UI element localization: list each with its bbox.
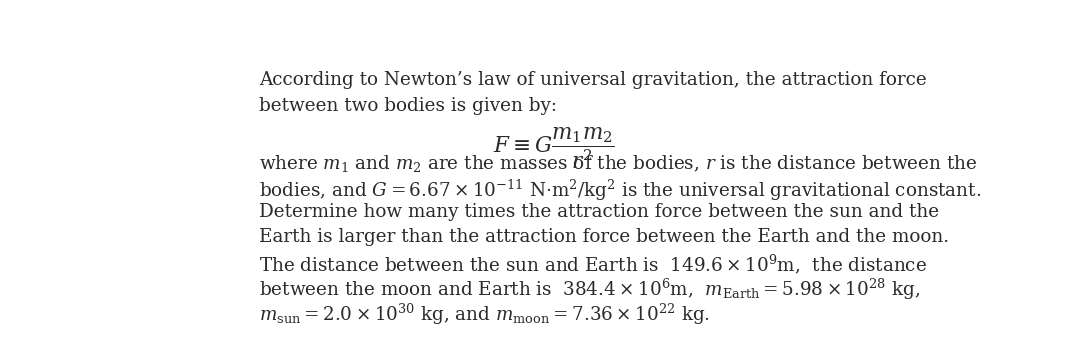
Text: Earth is larger than the attraction force between the Earth and the moon.: Earth is larger than the attraction forc…	[259, 228, 949, 246]
Text: where $m_1$ and $m_2$ are the masses of the bodies, $r$ is the distance between : where $m_1$ and $m_2$ are the masses of …	[259, 153, 977, 174]
Text: According to Newton’s law of universal gravitation, the attraction force: According to Newton’s law of universal g…	[259, 71, 927, 89]
Text: Determine how many times the attraction force between the sun and the: Determine how many times the attraction …	[259, 202, 939, 221]
Text: between the moon and Earth is $~384.4 \times 10^{6}$m,  $m_{\mathrm{Earth}} = 5.: between the moon and Earth is $~384.4 \t…	[259, 277, 920, 302]
Text: The distance between the sun and Earth is $~149.6 \times 10^{9}$m,  the distance: The distance between the sun and Earth i…	[259, 252, 927, 276]
Text: bodies, and $G = 6.67 \times 10^{-11}$ N·m$^2$/kg$^2$ is the universal gravitati: bodies, and $G = 6.67 \times 10^{-11}$ N…	[259, 178, 981, 203]
Text: $m_{\mathrm{sun}} = 2.0 \times 10^{30}$ kg, and $m_{\mathrm{moon}} = 7.36 \times: $m_{\mathrm{sun}} = 2.0 \times 10^{30}$ …	[259, 302, 710, 327]
Text: $F \equiv G\dfrac{m_1 m_2}{r^2}$: $F \equiv G\dfrac{m_1 m_2}{r^2}$	[492, 125, 615, 171]
Text: between two bodies is given by:: between two bodies is given by:	[259, 97, 557, 115]
